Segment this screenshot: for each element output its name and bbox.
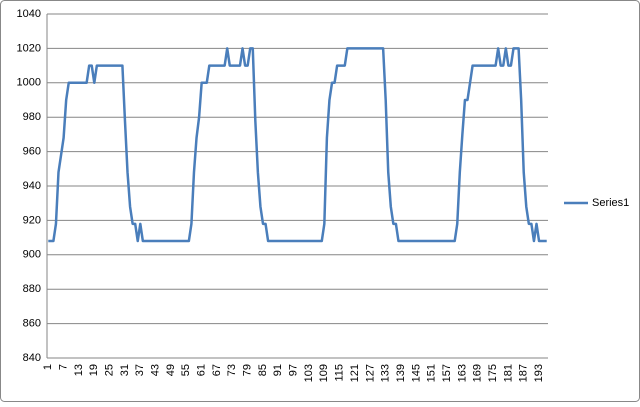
- x-tick-label: 43: [150, 364, 162, 376]
- x-tick-label: 7: [58, 364, 70, 370]
- x-tick-label: 157: [441, 364, 453, 382]
- x-tick-label: 151: [426, 364, 438, 382]
- x-tick-label: 133: [380, 364, 392, 382]
- x-tick-label: 61: [196, 364, 208, 376]
- x-tick-label: 169: [472, 364, 484, 382]
- x-tick-label: 163: [456, 364, 468, 382]
- x-tick-label: 31: [119, 364, 131, 376]
- x-tick-label: 85: [257, 364, 269, 376]
- x-tick-label: 25: [104, 364, 116, 376]
- x-tick-label: 1: [42, 364, 54, 370]
- x-tick-label: 73: [226, 364, 238, 376]
- x-tick-label: 145: [410, 364, 422, 382]
- x-tick-label: 187: [518, 364, 530, 382]
- x-tick-label: 79: [242, 364, 254, 376]
- x-tick-label: 181: [502, 364, 514, 382]
- x-tick-label: 67: [211, 364, 223, 376]
- y-tick-label: 960: [23, 146, 41, 158]
- y-tick-label: 880: [23, 283, 41, 295]
- legend-label: Series1: [592, 197, 629, 209]
- x-tick-label: 55: [180, 364, 192, 376]
- x-tick-label: 19: [88, 364, 100, 376]
- x-tick-label: 91: [272, 364, 284, 376]
- x-tick-label: 139: [395, 364, 407, 382]
- x-tick-label: 49: [165, 364, 177, 376]
- y-tick-label: 940: [23, 180, 41, 192]
- x-tick-label: 37: [134, 364, 146, 376]
- x-tick-label: 109: [318, 364, 330, 382]
- y-tick-label: 1020: [17, 42, 41, 54]
- y-tick-label: 920: [23, 214, 41, 226]
- x-tick-label: 127: [364, 364, 376, 382]
- x-tick-label: 121: [349, 364, 361, 382]
- y-tick-label: 900: [23, 249, 41, 261]
- x-tick-label: 193: [533, 364, 545, 382]
- x-tick-label: 13: [73, 364, 85, 376]
- x-tick-label: 103: [303, 364, 315, 382]
- y-tick-label: 1040: [17, 8, 41, 20]
- y-tick-label: 980: [23, 111, 41, 123]
- series-line: [48, 47, 547, 243]
- y-tick-label: 840: [23, 352, 41, 364]
- x-tick-label: 115: [334, 364, 346, 382]
- y-tick-label: 860: [23, 318, 41, 330]
- y-tick-label: 1000: [17, 77, 41, 89]
- x-tick-label: 175: [487, 364, 499, 382]
- x-tick-label: 97: [288, 364, 300, 376]
